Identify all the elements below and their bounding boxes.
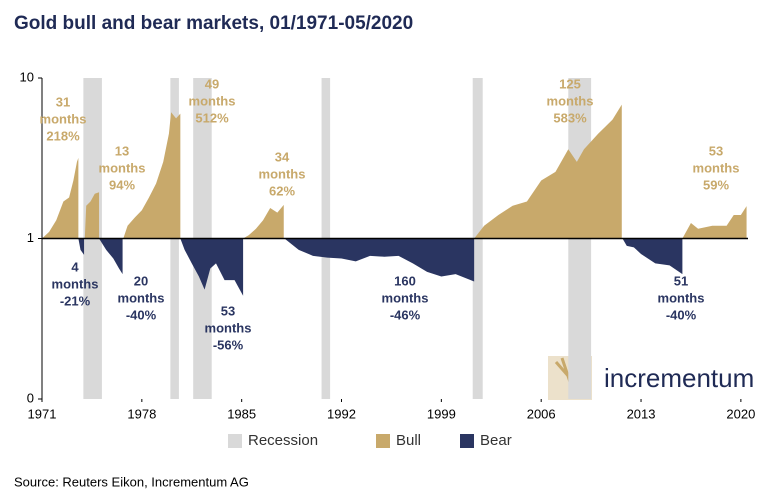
annotation: 31: [56, 94, 70, 109]
annotation: months: [189, 93, 236, 108]
annotation: 53: [709, 143, 723, 158]
annotation: 34: [275, 149, 290, 164]
area-bull: [243, 204, 284, 239]
annotation: 94%: [109, 177, 135, 192]
area-bull: [84, 192, 100, 239]
legend-label: Bull: [396, 432, 421, 449]
annotation: months: [259, 166, 306, 181]
annotation: -21%: [60, 293, 91, 308]
annotation: months: [382, 290, 429, 305]
annotation: months: [658, 290, 705, 305]
y-tick-label: 1: [27, 230, 34, 245]
source: Source: Reuters Eikon, Incrementum AG: [14, 474, 249, 489]
area-bull: [474, 104, 622, 239]
annotation: 4: [71, 259, 79, 274]
brand: incrementum: [604, 363, 754, 393]
annotation: 218%: [46, 128, 80, 143]
annotation: 13: [115, 143, 129, 158]
annotation: -40%: [666, 307, 697, 322]
annotation: -40%: [126, 307, 157, 322]
annotation: 125: [559, 76, 581, 91]
annotation: 51: [674, 273, 688, 288]
annotation: months: [52, 276, 99, 291]
x-tick-label: 1978: [127, 406, 156, 421]
area-bear: [78, 238, 85, 255]
annotation: months: [99, 160, 146, 175]
area-bull: [123, 112, 181, 239]
area-bull: [682, 206, 747, 239]
legend-label: Recession: [248, 432, 318, 449]
annotation: 49: [205, 76, 219, 91]
annotation: months: [40, 111, 87, 126]
area-bear: [180, 238, 244, 296]
y-tick-label: 0: [27, 390, 34, 405]
x-tick-label: 2020: [726, 406, 755, 421]
legend-swatch: [460, 434, 474, 448]
annotation: -56%: [213, 337, 244, 352]
chart-title: Gold bull and bear markets, 01/1971-05/2…: [14, 13, 413, 34]
x-tick-label: 2006: [527, 406, 556, 421]
annotation: months: [693, 160, 740, 175]
annotation: -46%: [390, 307, 421, 322]
legend-swatch: [376, 434, 390, 448]
area-bull: [42, 157, 79, 239]
annotation: 59%: [703, 177, 729, 192]
annotation: months: [118, 290, 165, 305]
annotation: 583%: [553, 110, 587, 125]
y-tick-label: 10: [20, 69, 34, 84]
annotation: months: [205, 320, 252, 335]
legend-label: Bear: [480, 432, 512, 449]
area-bear: [622, 238, 683, 275]
annotation: 160: [394, 273, 416, 288]
annotation: 20: [134, 273, 148, 288]
area-bear: [99, 238, 123, 275]
annotation: 62%: [269, 183, 295, 198]
annotation: 53: [221, 303, 235, 318]
x-tick-label: 2013: [627, 406, 656, 421]
x-tick-label: 1971: [28, 406, 57, 421]
x-tick-label: 1985: [227, 406, 256, 421]
area-bear: [284, 238, 475, 282]
legend-swatch: [228, 434, 242, 448]
annotation: months: [547, 93, 594, 108]
annotation: 512%: [195, 110, 229, 125]
x-tick-label: 1992: [327, 406, 356, 421]
x-tick-label: 1999: [427, 406, 456, 421]
